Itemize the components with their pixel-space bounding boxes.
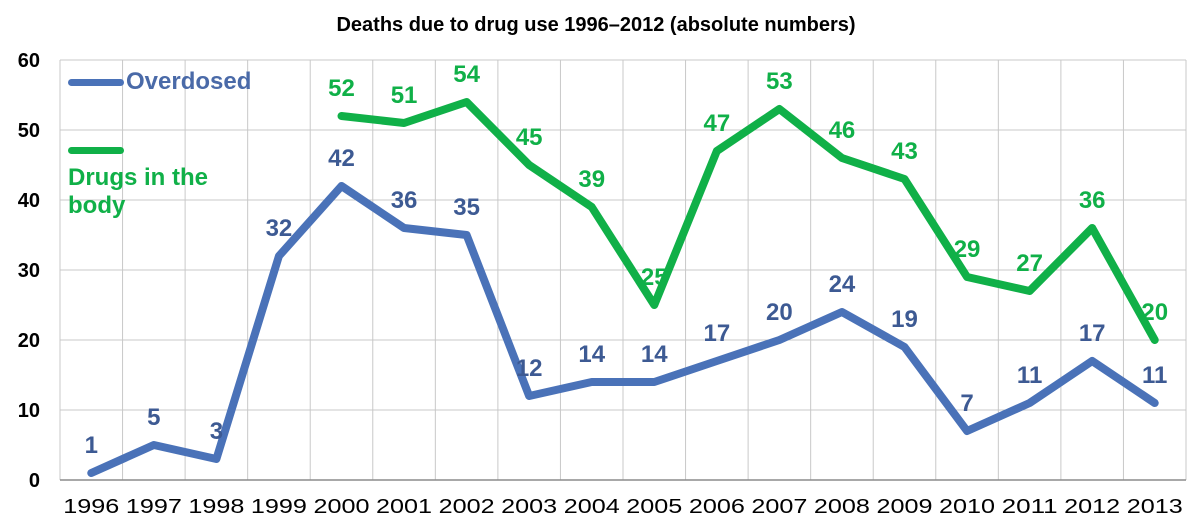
x-tick-label: 2010 bbox=[939, 496, 995, 518]
data-label: 51 bbox=[391, 82, 418, 109]
y-tick-label: 40 bbox=[18, 190, 40, 212]
legend-swatch-drugs-in-body bbox=[68, 147, 124, 154]
legend-label-drugs-in-body: Drugs in the body bbox=[68, 164, 209, 219]
x-tick-label: 2009 bbox=[877, 496, 933, 518]
series-line-overdosed bbox=[87, 182, 1159, 477]
legend-item-drugs-in-body: Drugs in the body bbox=[68, 136, 268, 220]
y-tick-label: 50 bbox=[18, 120, 40, 142]
data-label: 36 bbox=[1079, 187, 1106, 214]
data-label: 5 bbox=[147, 404, 160, 431]
x-tick-label: 2013 bbox=[1127, 496, 1183, 518]
x-tick-label: 1998 bbox=[188, 496, 244, 518]
x-tick-label: 2001 bbox=[376, 496, 432, 518]
x-tick-label: 2011 bbox=[1002, 496, 1058, 518]
x-tick-label: 2003 bbox=[501, 496, 557, 518]
data-label: 20 bbox=[1141, 299, 1168, 326]
data-label: 14 bbox=[641, 341, 668, 368]
data-label: 46 bbox=[829, 117, 856, 144]
data-label: 27 bbox=[1016, 250, 1043, 277]
axes: 0 10 20 30 40 50 60 1996 1997 1998 1999 2000 2001 200… bbox=[18, 50, 1186, 518]
series-line-drugs-in-body bbox=[337, 98, 1159, 344]
data-label: 3 bbox=[210, 418, 223, 445]
data-label: 53 bbox=[766, 68, 793, 95]
data-label: 43 bbox=[891, 138, 918, 165]
x-tick-label: 2000 bbox=[314, 496, 370, 518]
legend-swatch-overdosed bbox=[68, 79, 124, 87]
data-label: 25 bbox=[641, 264, 668, 291]
data-label: 45 bbox=[516, 124, 543, 151]
data-label: 39 bbox=[578, 166, 605, 193]
data-label: 36 bbox=[391, 187, 418, 214]
data-label: 7 bbox=[960, 390, 973, 417]
grid bbox=[59, 59, 1187, 480]
data-label: 32 bbox=[266, 215, 293, 242]
x-tick-label: 2006 bbox=[689, 496, 745, 518]
series-lines bbox=[87, 98, 1159, 477]
y-tick-label: 0 bbox=[29, 470, 40, 492]
data-label: 20 bbox=[766, 299, 793, 326]
legend-label-overdosed: Overdosed bbox=[126, 68, 252, 95]
data-label: 29 bbox=[954, 236, 981, 263]
data-label: 24 bbox=[829, 271, 856, 298]
x-tick-label: 2002 bbox=[439, 496, 495, 518]
chart-title: Deaths due to drug use 1996–2012 (absolu… bbox=[336, 14, 856, 36]
data-label: 1 bbox=[85, 432, 98, 459]
data-label: 14 bbox=[578, 341, 605, 368]
x-tick-label: 2005 bbox=[626, 496, 682, 518]
data-label: 11 bbox=[1017, 362, 1042, 389]
x-tick-label: 2012 bbox=[1064, 496, 1120, 518]
data-label: 17 bbox=[703, 320, 730, 347]
data-label: 54 bbox=[453, 61, 480, 88]
x-tick-label: 1999 bbox=[251, 496, 307, 518]
y-tick-label: 10 bbox=[18, 400, 40, 422]
x-tick-label: 2004 bbox=[564, 496, 620, 518]
data-label: 17 bbox=[1079, 320, 1106, 347]
x-tick-label: 1996 bbox=[63, 496, 119, 518]
x-tick-label: 1997 bbox=[126, 496, 182, 518]
x-tick-label: 2008 bbox=[814, 496, 870, 518]
y-tick-label: 30 bbox=[18, 260, 40, 282]
data-label: 52 bbox=[328, 75, 355, 102]
data-label: 19 bbox=[891, 306, 918, 333]
data-label: 47 bbox=[703, 110, 730, 137]
data-label: 11 bbox=[1142, 362, 1167, 389]
data-label: 35 bbox=[453, 194, 480, 221]
x-tick-label: 2007 bbox=[751, 496, 807, 518]
y-tick-label: 60 bbox=[18, 50, 40, 72]
legend-item-overdosed: Overdosed bbox=[68, 68, 251, 96]
y-tick-label: 20 bbox=[18, 330, 40, 352]
data-label: 42 bbox=[328, 145, 355, 172]
data-label: 12 bbox=[516, 355, 543, 382]
